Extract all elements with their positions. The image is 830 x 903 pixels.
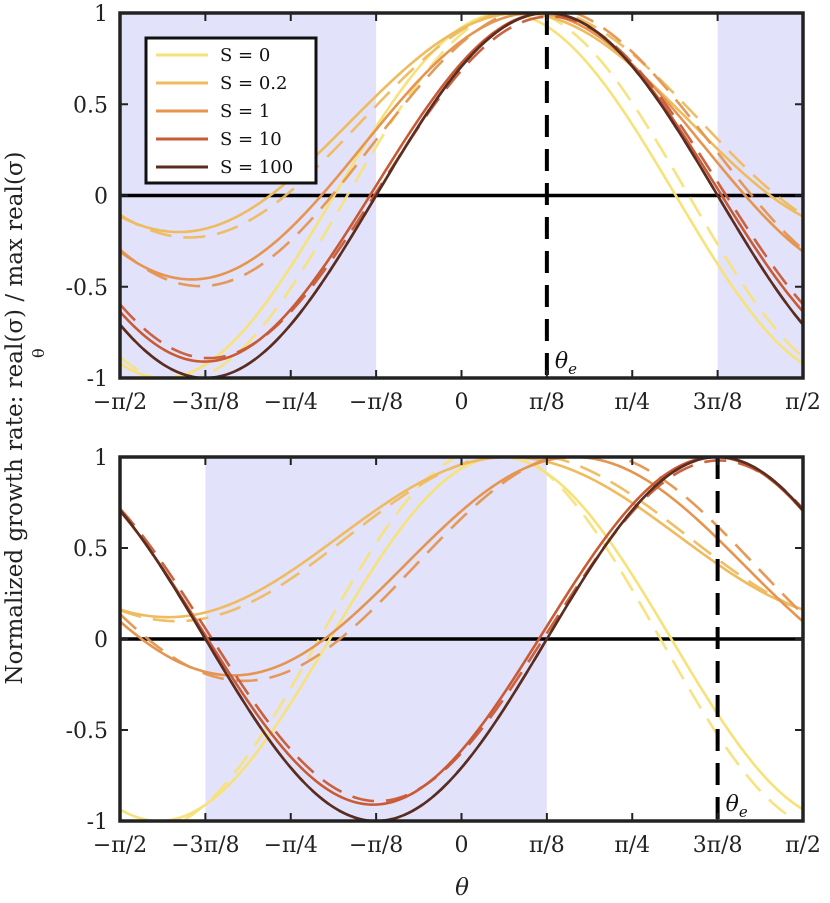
legend: S = 0 S = 0.2 S = 1 S = 10 S = 100 bbox=[144, 36, 318, 185]
x-tick-label: π/8 bbox=[529, 833, 565, 858]
x-tick-label: −π/8 bbox=[349, 833, 403, 858]
legend-label: S = 0.2 bbox=[220, 73, 287, 94]
bottom-panel: θe −π/2 −3π/8 −π/4 −π/8 0 π/8 π/4 3π/8 π/2 1 0.5 0 -0… bbox=[66, 446, 821, 858]
series-line bbox=[120, 457, 803, 821]
y-axis-title-subscript: θ bbox=[29, 348, 48, 358]
series-line-dashed bbox=[120, 459, 803, 803]
y-tick-label: 0.5 bbox=[73, 93, 108, 118]
x-tick-label: π/4 bbox=[614, 833, 650, 858]
series-line-dashed bbox=[120, 13, 803, 378]
x-tick-label: −π/4 bbox=[264, 833, 318, 858]
y-tick-label: 0.5 bbox=[73, 537, 108, 562]
series-line-dashed bbox=[120, 13, 803, 288]
x-tick-label: −π/8 bbox=[349, 390, 403, 415]
theta-e-label: θe bbox=[726, 792, 748, 821]
x-tick-label: −3π/8 bbox=[171, 390, 239, 415]
x-tick-label: π/2 bbox=[785, 390, 821, 415]
x-tick-label: π/4 bbox=[614, 390, 650, 415]
legend-label: S = 10 bbox=[220, 129, 282, 150]
legend-label: S = 0 bbox=[220, 45, 270, 66]
series-line-dashed bbox=[120, 13, 803, 239]
theta-e-subscript: e bbox=[568, 360, 577, 378]
y-axis-title: Normalized growth rate: real(σ) / max re… bbox=[2, 151, 28, 684]
series-line-dashed bbox=[120, 457, 803, 683]
x-tick-label: −π/4 bbox=[264, 390, 318, 415]
y-tick-label: 0 bbox=[94, 185, 108, 210]
x-tick-label: 0 bbox=[455, 833, 469, 858]
legend-label: S = 1 bbox=[220, 101, 270, 122]
x-tick-label: π/2 bbox=[785, 833, 821, 858]
y-tick-label: 0 bbox=[94, 628, 108, 653]
x-tick-label: 3π/8 bbox=[693, 390, 743, 415]
series-line-dashed bbox=[120, 15, 803, 360]
series-line bbox=[120, 457, 803, 821]
series-line bbox=[120, 13, 803, 234]
series-line bbox=[120, 13, 803, 363]
x-axis-title: θ bbox=[455, 875, 469, 901]
legend-label: S = 100 bbox=[220, 157, 293, 178]
y-tick-label: -1 bbox=[87, 810, 108, 835]
series-line bbox=[120, 13, 803, 281]
x-tick-label: 3π/8 bbox=[693, 833, 743, 858]
x-tick-label: −π/2 bbox=[93, 390, 147, 415]
y-tick-label: 1 bbox=[94, 2, 108, 27]
x-tick-label: −3π/8 bbox=[171, 833, 239, 858]
x-tick-label: π/8 bbox=[529, 390, 565, 415]
series-line bbox=[120, 13, 803, 378]
y-tick-label: -0.5 bbox=[66, 276, 108, 301]
y-tick-label: -0.5 bbox=[66, 719, 108, 744]
series-line bbox=[120, 457, 803, 677]
y-tick-label: 1 bbox=[94, 446, 108, 471]
series-group bbox=[120, 13, 803, 378]
x-tick-label: −π/2 bbox=[93, 833, 147, 858]
x-tick-label: 0 bbox=[455, 390, 469, 415]
theta-e-subscript: e bbox=[739, 803, 748, 821]
y-axis-title-group: Normalized growth rate: real(σ) / max re… bbox=[2, 151, 48, 684]
theta-e-label: θe bbox=[555, 349, 577, 378]
y-tick-label: -1 bbox=[87, 367, 108, 392]
